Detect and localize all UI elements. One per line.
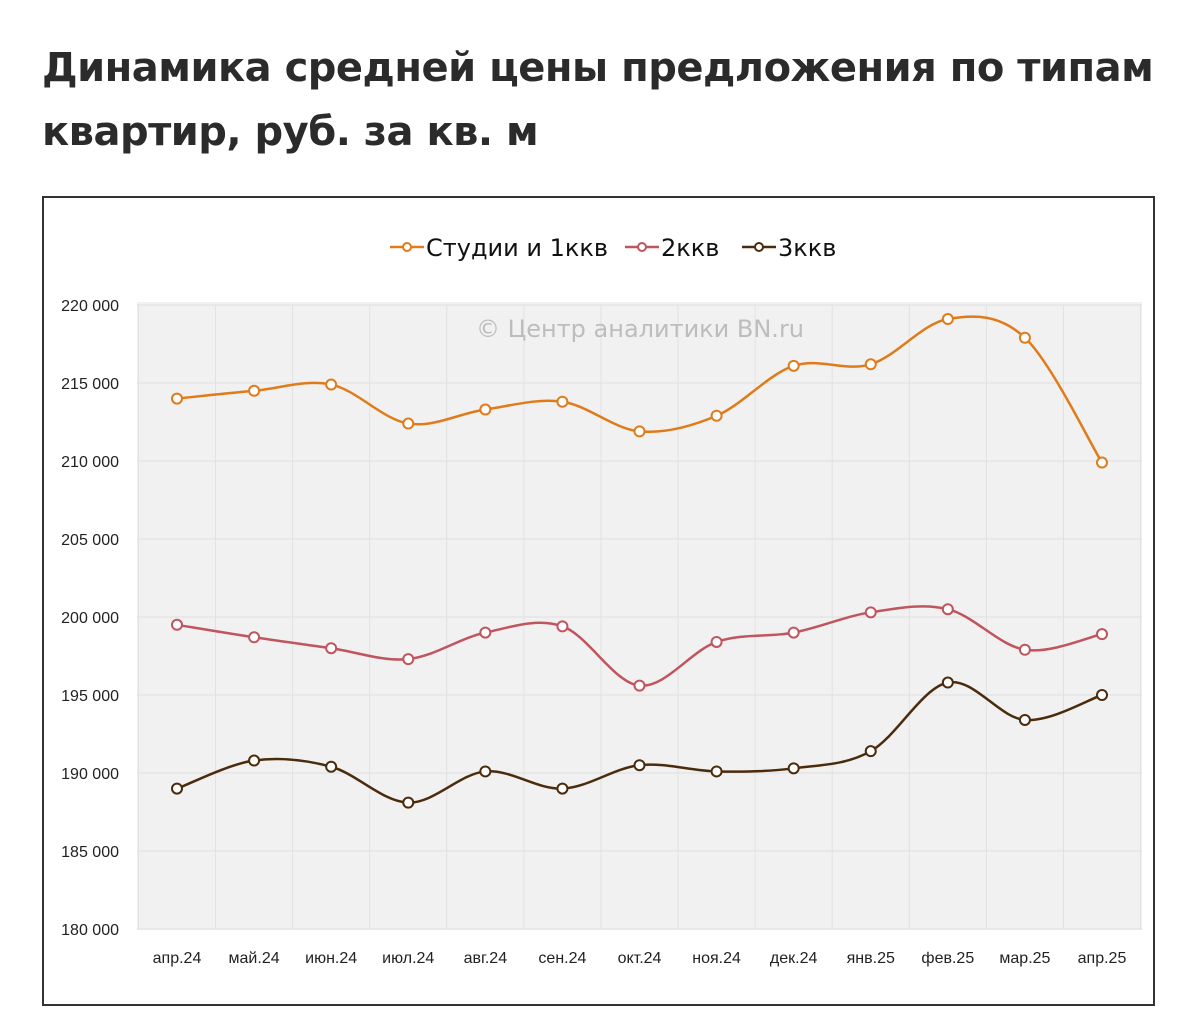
watermark: © Центр аналитики BN.ru	[476, 315, 804, 343]
data-point	[402, 796, 415, 809]
x-tick-label: дек.24	[770, 950, 818, 967]
y-tick-label: 190 000	[61, 766, 119, 783]
data-point	[248, 631, 261, 644]
data-point	[864, 606, 877, 619]
data-point	[171, 618, 183, 631]
x-tick-label: янв.25	[847, 950, 895, 967]
y-tick-label: 210 000	[61, 454, 119, 471]
data-point	[325, 642, 338, 655]
data-point	[325, 378, 338, 391]
data-point	[1018, 643, 1031, 656]
y-tick-label: 215 000	[61, 376, 119, 393]
data-point	[479, 626, 492, 639]
x-tick-label: июн.24	[305, 950, 357, 967]
plot-area	[137, 302, 1142, 930]
x-tick-label: авг.24	[464, 950, 508, 967]
data-point	[1096, 689, 1108, 701]
data-point	[402, 417, 415, 430]
x-tick-label: фев.25	[921, 950, 974, 967]
data-point	[402, 653, 415, 666]
data-point	[787, 626, 800, 639]
data-point	[1096, 456, 1108, 469]
legend-label-1: Студии и 1ккв	[426, 234, 608, 262]
data-point	[941, 603, 954, 616]
data-point	[171, 392, 183, 405]
x-tick-label: ноя.24	[692, 950, 741, 967]
y-tick-label: 200 000	[61, 610, 119, 627]
data-point	[864, 745, 877, 758]
x-tick-label: мар.25	[999, 950, 1050, 967]
y-tick-label: 220 000	[61, 298, 119, 315]
legend-marker-1	[402, 242, 412, 252]
series-line-1	[176, 315, 1104, 464]
data-point	[248, 754, 261, 767]
legend-marker-3	[754, 242, 764, 252]
x-tick-label: июл.24	[382, 950, 434, 967]
x-tick-label: сен.24	[538, 950, 586, 967]
data-point	[171, 782, 183, 795]
x-tick-label: апр.24	[153, 950, 202, 967]
data-point	[479, 765, 492, 778]
data-point	[556, 395, 569, 408]
data-point	[1018, 331, 1031, 344]
data-point	[633, 759, 646, 772]
data-point	[325, 760, 338, 773]
data-point	[710, 409, 723, 422]
data-point	[787, 359, 800, 372]
data-point	[479, 403, 492, 416]
data-point	[787, 762, 800, 775]
data-point	[941, 676, 954, 689]
legend-label-3: 3ккв	[778, 234, 836, 262]
data-point	[633, 425, 646, 438]
data-point	[556, 620, 569, 633]
data-point	[710, 635, 723, 648]
data-point	[556, 782, 569, 795]
x-tick-label: окт.24	[618, 950, 662, 967]
data-point	[941, 313, 954, 326]
data-point	[710, 765, 723, 778]
legend-label-2: 2ккв	[661, 234, 719, 262]
y-tick-label: 180 000	[61, 922, 119, 939]
data-point	[248, 384, 261, 397]
data-point	[1096, 628, 1108, 641]
y-tick-label: 185 000	[61, 844, 119, 861]
data-point	[864, 358, 877, 371]
y-tick-label: 195 000	[61, 688, 119, 705]
data-point	[1018, 713, 1031, 726]
x-tick-label: апр.25	[1078, 950, 1127, 967]
y-tick-label: 205 000	[61, 532, 119, 549]
data-point	[633, 679, 646, 692]
x-tick-label: май.24	[229, 950, 280, 967]
page-title: Динамика средней цены предложения по тип…	[42, 45, 1154, 155]
legend-marker-2	[637, 242, 647, 252]
